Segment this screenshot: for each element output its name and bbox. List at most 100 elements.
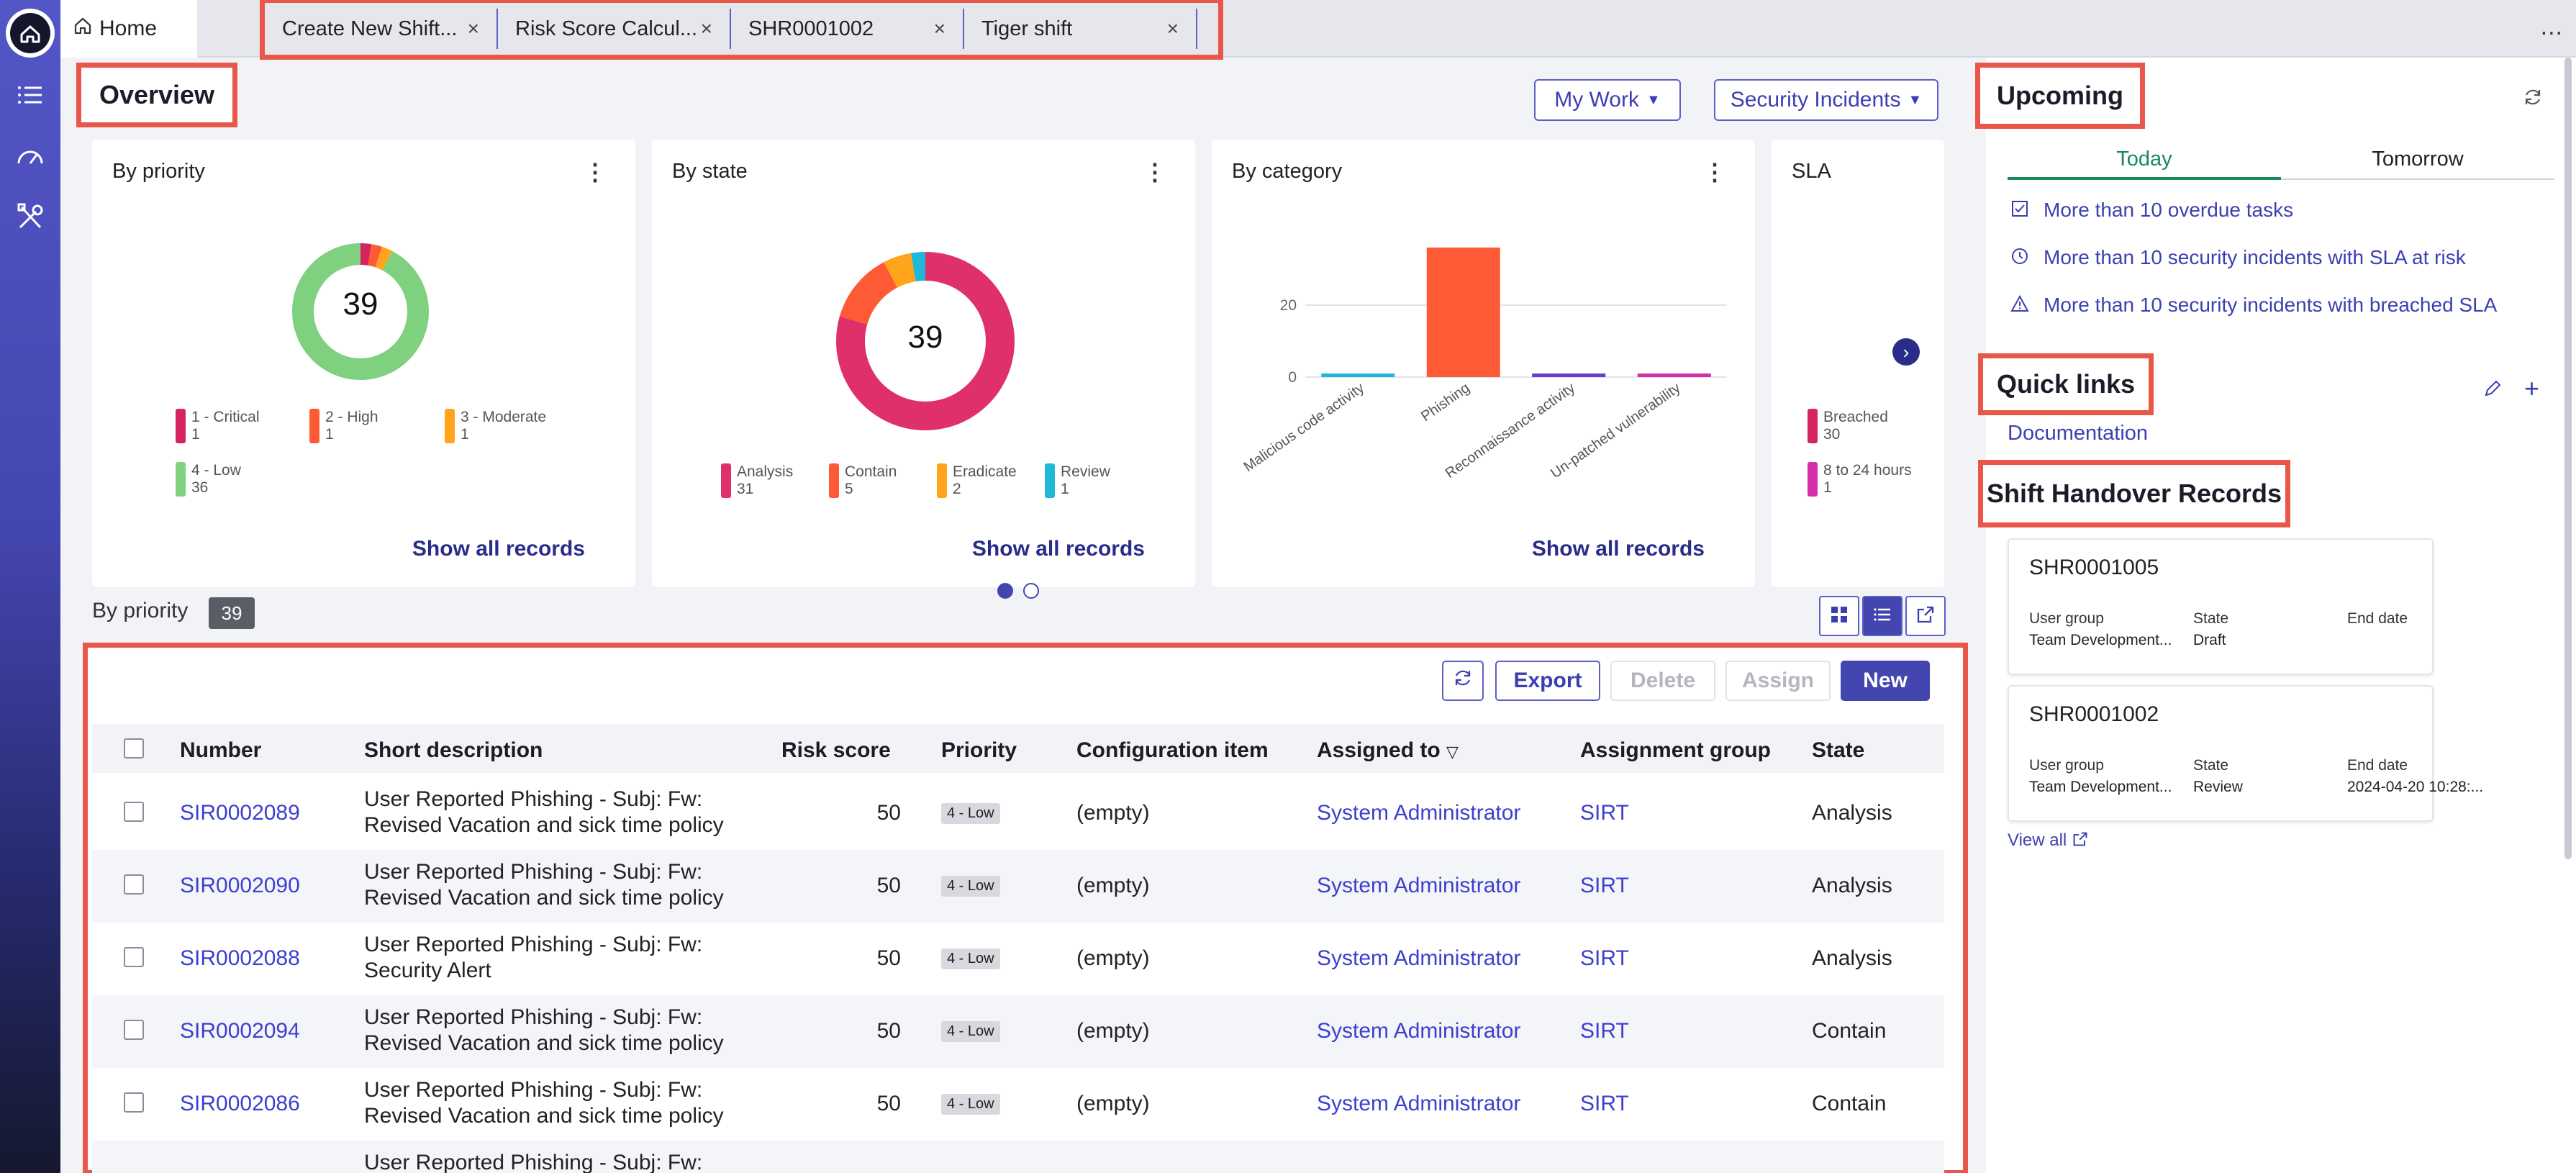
kebab-menu-icon[interactable]: ⋮ [1143,159,1166,185]
kebab-menu-icon[interactable]: ⋮ [584,159,607,185]
vertical-scrollbar[interactable] [2564,58,2572,859]
donut-slice-2-high[interactable] [368,244,383,268]
assignment-group-link[interactable]: SIRT [1580,1092,1629,1115]
assignment-group-link[interactable]: SIRT [1580,946,1629,970]
row-checkbox[interactable] [124,947,144,967]
column-header-state[interactable]: State [1812,738,1865,762]
show-all-records-link[interactable]: Show all records [971,537,1145,561]
assigned-to-link[interactable]: System Administrator [1317,946,1521,970]
tab-tiger-shift[interactable]: Tiger shift × [964,9,1197,49]
upcoming-item[interactable]: More than 10 security incidents with SLA… [2010,246,2466,269]
new-button[interactable]: New [1841,661,1930,701]
tab-today[interactable]: Today [2008,144,2281,180]
column-header-assigned-to[interactable]: Assigned to ▽ [1317,738,1459,763]
table-row[interactable]: User Reported Phishing - Subj: Fw: [92,1141,1944,1173]
add-plus-icon[interactable]: + [2524,373,2540,403]
donut-slice-analysis[interactable] [836,252,1015,430]
legend-item[interactable]: 4 - Low 36 [176,462,241,497]
more-options-icon[interactable]: ... [2540,13,2563,40]
incident-number-link[interactable]: SIR0002086 [180,1092,300,1115]
bar-reconnaissance-activity[interactable] [1532,373,1606,377]
table-row[interactable]: SIR0002090 User Reported Phishing - Subj:… [92,850,1944,923]
carousel-dot-active[interactable] [997,583,1013,599]
assignment-group-link[interactable]: SIRT [1580,801,1629,825]
column-header-short-description[interactable]: Short description [364,738,543,762]
donut-slice-review[interactable] [911,252,926,282]
donut-slice-3-moderate[interactable] [375,246,393,271]
close-icon[interactable]: × [933,17,945,40]
security-incidents-dropdown[interactable]: Security Incidents ▼ [1714,79,1938,121]
row-checkbox[interactable] [124,1020,144,1040]
column-header-configuration-item[interactable]: Configuration item [1076,738,1269,762]
close-icon[interactable]: × [467,17,479,40]
assignment-group-link[interactable]: SIRT [1580,874,1629,897]
documentation-link[interactable]: Documentation [2008,422,2149,445]
refresh-icon[interactable] [2522,86,2544,112]
tab-shr0001002[interactable]: SHR0001002 × [731,9,964,49]
donut-slice-contain[interactable] [839,262,898,325]
tab-home[interactable]: Home [60,0,197,58]
dashboard-gauge-icon[interactable] [14,140,46,172]
table-row[interactable]: SIR0002089 User Reported Phishing - Subj:… [92,777,1944,850]
incident-number-link[interactable]: SIR0002090 [180,874,300,897]
column-header-assignment-group[interactable]: Assignment group [1580,738,1772,762]
legend-item[interactable]: Breached 30 [1808,409,1888,443]
delete-button[interactable]: Delete [1610,661,1715,701]
assigned-to-link[interactable]: System Administrator [1317,1092,1521,1115]
open-in-new-window-button[interactable] [1905,596,1946,636]
shift-handover-card[interactable]: SHR0001005 User group Team Development..… [2008,538,2434,675]
close-icon[interactable]: × [1166,17,1179,40]
home-logo-icon[interactable] [6,9,55,58]
donut-slice-1-critical[interactable] [360,243,372,266]
incident-number-link[interactable]: SIR0002089 [180,801,300,825]
upcoming-item[interactable]: More than 10 security incidents with bre… [2010,294,2497,317]
assigned-to-link[interactable]: System Administrator [1317,1019,1521,1043]
assigned-to-link[interactable]: System Administrator [1317,801,1521,825]
my-work-dropdown[interactable]: My Work ▼ [1534,79,1681,121]
column-header-risk-score[interactable]: Risk score [781,738,891,762]
edit-pencil-icon[interactable] [2482,379,2503,402]
export-button[interactable]: Export [1495,661,1600,701]
column-header-number[interactable]: Number [180,738,262,762]
incident-number-link[interactable]: SIR0002094 [180,1019,300,1043]
legend-item[interactable]: Eradicate 2 [937,463,1017,498]
legend-item[interactable]: 1 - Critical 1 [176,409,260,443]
shift-handover-card[interactable]: SHR0001002 User group Team Development..… [2008,685,2483,822]
row-checkbox[interactable] [124,874,144,895]
next-arrow-icon[interactable]: › [1892,338,1920,366]
filter-icon[interactable]: ▽ [1446,743,1459,761]
view-all-link[interactable]: View all [2008,830,2088,851]
tools-icon[interactable] [14,201,46,233]
tab-tomorrow[interactable]: Tomorrow [2281,144,2554,180]
tab-create-new-shift[interactable]: Create New Shift... × [265,9,498,49]
table-row[interactable]: SIR0002086 User Reported Phishing - Subj:… [92,1068,1944,1141]
upcoming-item[interactable]: More than 10 overdue tasks [2010,199,2293,222]
bar-malicious-code-activity[interactable] [1321,373,1395,377]
tab-risk-score-calculator[interactable]: Risk Score Calcul... × [498,9,731,49]
donut-slice-4-low[interactable] [292,243,429,380]
select-all-checkbox[interactable] [124,738,144,758]
assigned-to-link[interactable]: System Administrator [1317,874,1521,897]
show-all-records-link[interactable]: Show all records [1531,537,1705,561]
legend-item[interactable]: Review 1 [1045,463,1110,498]
column-header-priority[interactable]: Priority [941,738,1017,762]
carousel-dot[interactable] [1023,583,1039,599]
grid-view-button[interactable] [1819,596,1859,636]
legend-item[interactable]: Contain 5 [829,463,897,498]
incident-number-link[interactable]: SIR0002088 [180,946,300,970]
row-checkbox[interactable] [124,802,144,822]
assignment-group-link[interactable]: SIRT [1580,1019,1629,1043]
legend-item[interactable]: 2 - High 1 [309,409,378,443]
list-icon[interactable] [14,79,46,111]
assign-button[interactable]: Assign [1725,661,1831,701]
row-checkbox[interactable] [124,1092,144,1113]
show-all-records-link[interactable]: Show all records [412,537,585,561]
refresh-button[interactable] [1442,661,1484,701]
bar-un-patched-vulnerability[interactable] [1637,373,1711,377]
bar-phishing[interactable] [1426,248,1500,377]
table-row[interactable]: SIR0002094 User Reported Phishing - Subj:… [92,995,1944,1068]
list-view-button[interactable] [1862,596,1902,636]
legend-item[interactable]: Analysis 31 [721,463,793,498]
donut-slice-eradicate[interactable] [884,253,917,288]
legend-item[interactable]: 8 to 24 hours 1 [1808,462,1912,497]
